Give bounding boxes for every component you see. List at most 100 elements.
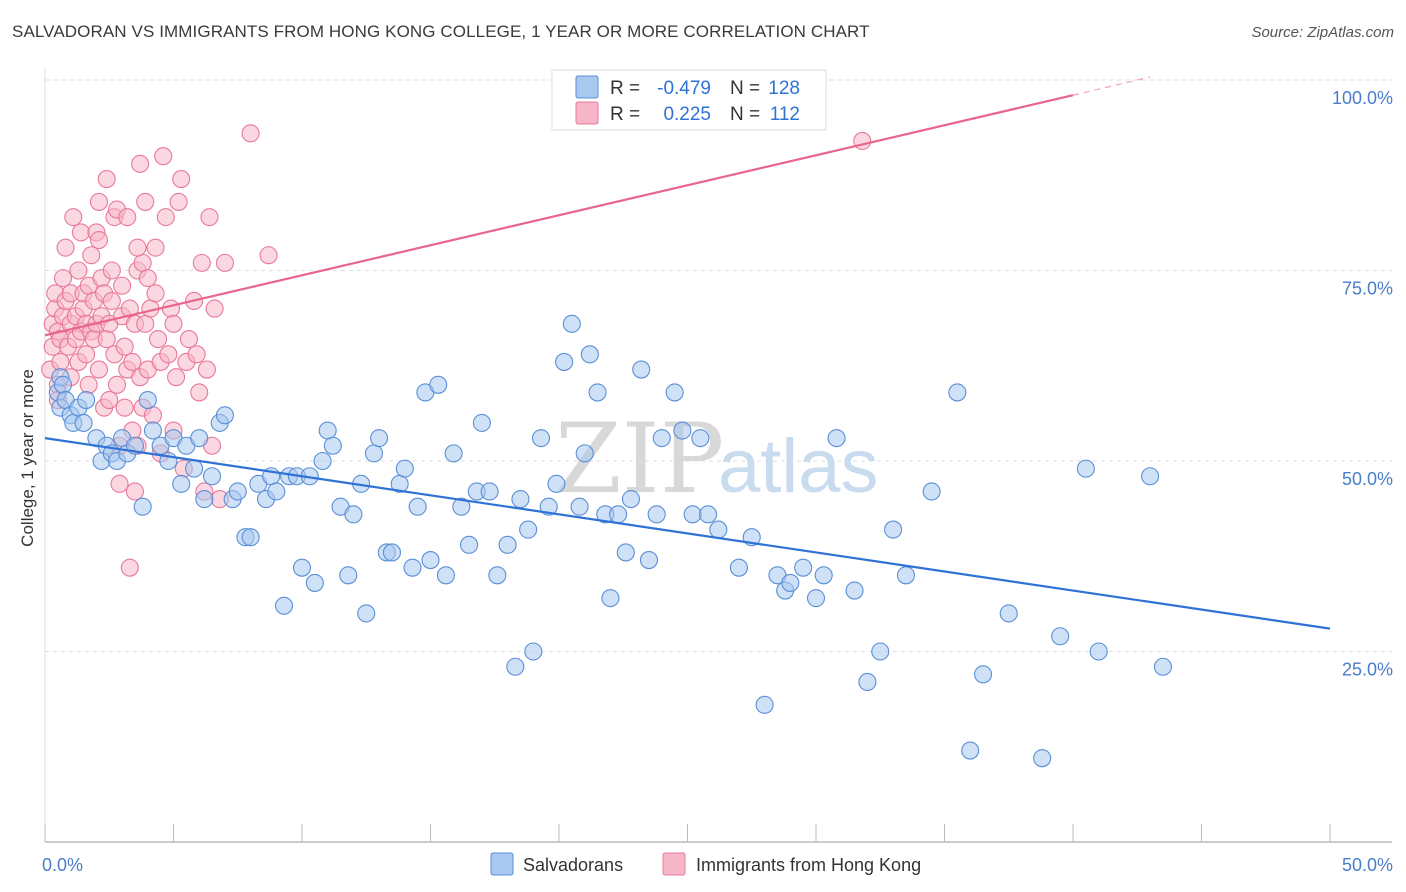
hongkong-point-32 <box>82 246 101 265</box>
salvadoran-point-67 <box>452 497 471 516</box>
hongkong-point-86 <box>161 299 180 318</box>
salvadoran-point-74 <box>506 657 525 676</box>
salvadoran-point-48 <box>323 436 342 455</box>
x-tick-label-1: 50.0% <box>1342 855 1393 875</box>
hongkong-point-72 <box>133 253 152 272</box>
hongkong-point-90 <box>169 192 188 211</box>
salvadoran-point-79 <box>539 497 558 516</box>
hongkong-point-83 <box>154 147 173 166</box>
hongkong-point-75 <box>138 269 157 288</box>
salvadoran-trend-line <box>44 437 1331 630</box>
hongkong-point-79 <box>146 284 165 303</box>
hongkong-point-73 <box>136 192 155 211</box>
hongkong-point-63 <box>123 352 142 371</box>
salvadoran-point-93 <box>639 551 659 570</box>
bottom-legend-label-salvadorans: Salvadorans <box>523 855 623 875</box>
salvadoran-point-115 <box>896 566 916 585</box>
salvadoran-point-71 <box>480 482 499 501</box>
salvadoran-point-57 <box>382 543 402 562</box>
salvadoran-point-95 <box>652 429 671 448</box>
hongkong-point-78 <box>143 406 162 425</box>
salvadoran-point-104 <box>755 695 774 714</box>
legend-n-value-1: 112 <box>770 104 800 125</box>
salvadoran-point-47 <box>318 421 337 440</box>
salvadoran-point-89 <box>609 505 628 524</box>
salvadoran-point-20 <box>143 421 162 440</box>
salvadoran-point-45 <box>305 573 324 592</box>
hongkong-point-100 <box>197 360 216 379</box>
salvadoran-point-90 <box>616 543 635 562</box>
axes <box>44 68 1392 843</box>
y-tick-label-2: 50.0% <box>1342 469 1393 489</box>
hongkong-point-101 <box>200 208 219 227</box>
salvadoran-point-33 <box>228 482 247 501</box>
hongkong-point-74 <box>136 314 155 333</box>
chart-source: Source: ZipAtlas.com <box>1251 24 1394 41</box>
salvadoran-points <box>48 314 1172 768</box>
legend-n-value-0: 128 <box>768 78 800 99</box>
hongkong-point-105 <box>215 253 234 272</box>
hongkong-point-9 <box>51 352 70 371</box>
hongkong-point-46 <box>100 390 119 410</box>
hongkong-point-98 <box>192 253 211 272</box>
x-tick-label-0: 0.0% <box>42 855 83 875</box>
salvadoran-point-51 <box>344 505 363 524</box>
hongkong-point-11 <box>53 269 73 288</box>
hongkong-point-54 <box>110 474 129 493</box>
hongkong-point-91 <box>172 170 191 189</box>
hongkong-point-58 <box>115 337 134 356</box>
salvadoran-point-18 <box>133 497 152 516</box>
salvadoran-point-85 <box>580 345 599 364</box>
salvadoran-point-127 <box>858 672 877 692</box>
salvadoran-point-28 <box>195 490 214 509</box>
x-tick-labels: 0.0% 50.0% <box>42 855 1393 875</box>
salvadoran-point-9 <box>77 390 96 410</box>
salvadoran-point-102 <box>729 558 748 577</box>
salvadoran-point-126 <box>1153 657 1172 676</box>
salvadoran-point-63 <box>421 551 440 570</box>
salvadoran-point-124 <box>1089 642 1108 661</box>
y-tick-labels: 100.0% 75.0% 50.0% 25.0% <box>1332 88 1393 680</box>
hongkong-point-57 <box>115 398 134 417</box>
hongkong-point-88 <box>164 314 183 333</box>
salvadoran-point-66 <box>444 444 463 463</box>
watermark: ZIP atlas <box>555 403 879 515</box>
salvadoran-point-29 <box>203 467 222 486</box>
salvadoran-point-94 <box>647 505 666 524</box>
salvadoran-point-24 <box>172 474 191 493</box>
hongkong-point-85 <box>159 345 178 364</box>
salvadoran-point-26 <box>185 459 204 478</box>
hongkong-point-111 <box>128 238 147 257</box>
hongkong-point-66 <box>125 482 144 501</box>
bottom-legend-label-hongkong: Immigrants from Hong Kong <box>696 855 921 875</box>
hongkong-point-96 <box>187 345 206 364</box>
legend-swatch-blue <box>575 75 599 99</box>
hongkong-point-80 <box>146 238 165 257</box>
salvadoran-point-100 <box>699 505 718 524</box>
salvadoran-point-82 <box>562 314 581 333</box>
y-tick-label-0: 100.0% <box>1332 88 1393 108</box>
hongkong-point-106 <box>241 124 260 143</box>
salvadoran-point-111 <box>827 429 846 448</box>
legend-r-value-1: 0.225 <box>663 104 711 125</box>
hongkong-point-37 <box>89 230 109 250</box>
salvadoran-point-81 <box>555 352 574 371</box>
salvadoran-point-83 <box>570 497 589 516</box>
hongkong-point-44 <box>97 330 116 349</box>
salvadoran-point-109 <box>806 589 826 608</box>
hongkong-point-108 <box>89 192 109 211</box>
salvadoran-point-78 <box>531 429 551 448</box>
salvadoran-point-121 <box>1033 749 1052 768</box>
salvadoran-point-123 <box>1076 459 1095 478</box>
salvadoran-point-43 <box>292 558 312 577</box>
hongkong-point-18 <box>64 208 83 227</box>
legend-swatch-pink <box>575 101 599 125</box>
salvadoran-point-64 <box>429 375 448 394</box>
hongkong-point-109 <box>149 330 168 349</box>
hongkong-point-89 <box>167 368 186 387</box>
salvadoran-point-117 <box>948 383 967 402</box>
hongkong-point-59 <box>118 208 137 227</box>
salvadoran-point-86 <box>588 383 607 402</box>
bottom-legend: Salvadorans Immigrants from Hong Kong <box>490 852 921 876</box>
salvadoran-point-97 <box>673 421 692 440</box>
